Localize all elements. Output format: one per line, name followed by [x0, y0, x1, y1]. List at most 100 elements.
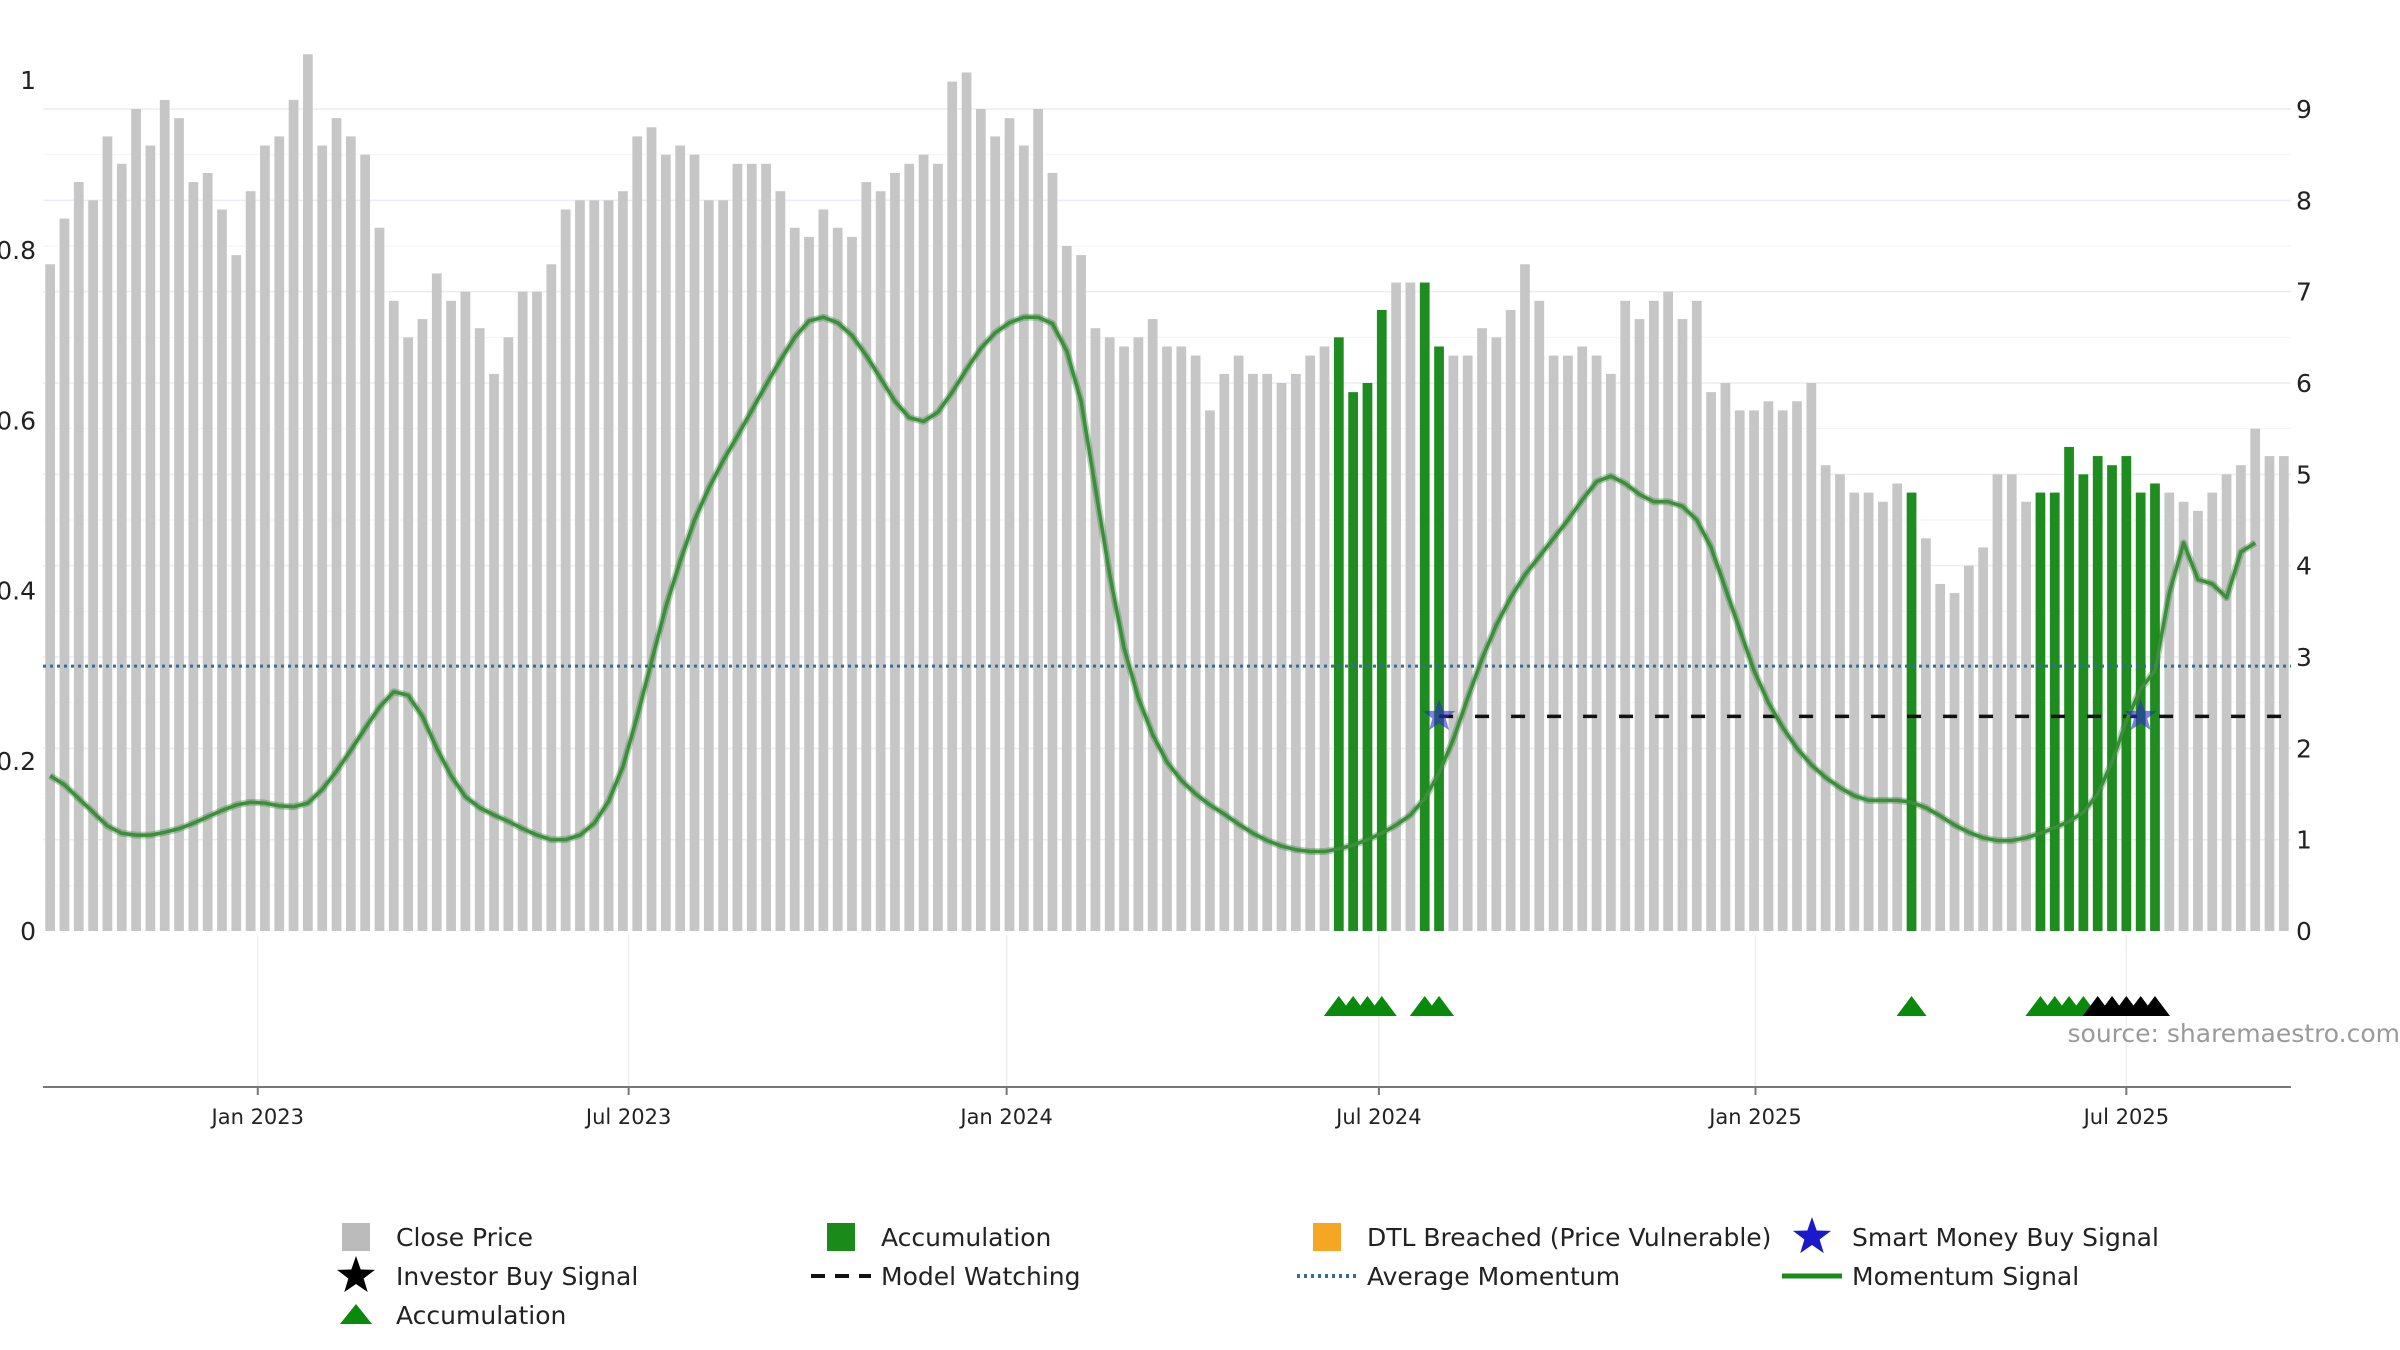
x-tick-label: Jul 2023: [584, 1105, 671, 1129]
close-price-bar: [646, 127, 657, 931]
close-price-bar: [188, 182, 199, 931]
close-price-bar: [1691, 300, 1702, 931]
legend-label: Model Watching: [881, 1262, 1081, 1291]
close-price-bar: [1820, 465, 1831, 931]
legend-label: Momentum Signal: [1852, 1262, 2079, 1291]
y-left-tick-label: 0.6: [0, 406, 36, 435]
close-price-bar: [918, 154, 929, 932]
close-price-bar: [1548, 355, 1559, 932]
legend-item: Investor Buy Signal: [336, 1256, 638, 1293]
close-price-bar: [503, 337, 514, 932]
y-right-tick-label: 7: [2296, 278, 2312, 307]
accumulation-bar: [2150, 483, 2160, 931]
y-right-tick-label: 3: [2296, 643, 2312, 672]
y-right-tick-label: 0: [2296, 917, 2312, 946]
close-price-bar: [460, 291, 471, 931]
close-price-bar: [1849, 492, 1860, 931]
close-price-bar: [1978, 547, 1989, 931]
close-price-bar: [1162, 346, 1172, 932]
close-price-bar: [174, 118, 184, 931]
close-price-bar: [1648, 300, 1659, 931]
close-price-bar: [288, 99, 299, 932]
close-price-bar: [1462, 355, 1473, 932]
close-price-bar: [1262, 373, 1273, 931]
x-tick-label: Jan 2024: [958, 1105, 1053, 1129]
close-price-bar: [88, 200, 98, 931]
close-price-bar: [317, 145, 328, 931]
close-price-bar: [345, 136, 356, 931]
close-price-bar: [1777, 410, 1788, 931]
close-price-bar: [360, 154, 371, 932]
x-tick-label: Jan 2023: [210, 1105, 305, 1129]
close-price-bar: [1305, 355, 1316, 932]
x-tick-label: Jan 2025: [1707, 1105, 1802, 1129]
accumulation-bar: [2035, 492, 2046, 931]
close-price-bar: [875, 191, 886, 931]
y-right-tick-label: 2: [2296, 734, 2312, 763]
close-price-bar: [1033, 109, 1044, 931]
close-price-bar: [1018, 145, 1029, 931]
close-price-bar: [331, 118, 342, 931]
legend-item: DTL Breached (Price Vulnerable): [1313, 1223, 1771, 1252]
close-price-bar: [1505, 309, 1516, 931]
close-price-bar: [675, 145, 686, 931]
close-price-bar: [1248, 373, 1258, 931]
y-left-tick-label: 0: [20, 917, 36, 946]
close-price-bar: [660, 154, 671, 932]
legend-item: Model Watching: [811, 1262, 1081, 1291]
close-price-bar: [2006, 474, 2017, 931]
close-price-bar: [632, 136, 643, 931]
close-price-bar: [1620, 300, 1631, 931]
legend-label: Close Price: [396, 1223, 533, 1252]
close-price-bar: [274, 136, 285, 931]
legend-item: Close Price: [342, 1223, 533, 1252]
legend-item: Accumulation: [827, 1223, 1051, 1252]
close-price-bar: [1606, 373, 1616, 931]
close-price-bar: [832, 227, 843, 932]
legend: Close Price Accumulation DTL Breached (Pri…: [336, 1217, 2159, 1330]
close-price-bar: [1291, 373, 1301, 931]
close-price-bar: [804, 236, 814, 931]
blue-star-icon: [1792, 1217, 1832, 1254]
close-price-bar: [474, 328, 485, 931]
close-price-bar: [517, 291, 528, 931]
close-price-bar: [131, 109, 141, 931]
orange-square-icon: [1313, 1223, 1341, 1251]
close-price-bar: [1477, 328, 1487, 931]
close-price-bar: [1090, 328, 1101, 931]
y-right-tick-label: 4: [2296, 552, 2312, 581]
close-price-bar: [847, 236, 857, 931]
close-price-bar: [1205, 410, 1215, 931]
smart-money-buy-star-icon: [1422, 699, 1456, 731]
close-price-bar: [1634, 319, 1645, 931]
close-price-bar: [1921, 538, 1931, 931]
close-price-bar: [1219, 373, 1230, 931]
close-price-bar: [2236, 465, 2246, 931]
close-price-bar: [59, 218, 70, 932]
close-price-bar: [1863, 492, 1874, 931]
close-price-bar: [546, 264, 557, 931]
close-price-bar: [102, 136, 113, 931]
close-price-bar: [775, 191, 786, 931]
close-price-bar: [1491, 337, 1502, 932]
close-price-bar: [1190, 355, 1201, 932]
close-price-bar: [73, 182, 84, 931]
y-left-tick-label: 0.8: [0, 236, 36, 265]
y-right-tick-label: 8: [2296, 186, 2312, 215]
close-price-bar: [1763, 401, 1774, 931]
signal-markers: [1323, 699, 2170, 1016]
close-price-bar: [861, 182, 872, 931]
close-price-bar: [1176, 346, 1187, 932]
close-price-bar: [1806, 383, 1817, 931]
y-left-tick-label: 0.2: [0, 747, 36, 776]
close-price-bar: [689, 154, 700, 932]
close-price-bar: [45, 264, 56, 931]
close-price-bar: [1677, 319, 1688, 931]
close-price-bar: [1563, 355, 1573, 932]
close-price-bar: [2250, 428, 2261, 931]
legend-item: Momentum Signal: [1782, 1262, 2079, 1291]
close-price-bar: [374, 227, 385, 932]
close-price-bar: [904, 163, 915, 932]
close-price-bar: [990, 136, 1001, 931]
y-left-tick-label: 1: [20, 66, 36, 95]
